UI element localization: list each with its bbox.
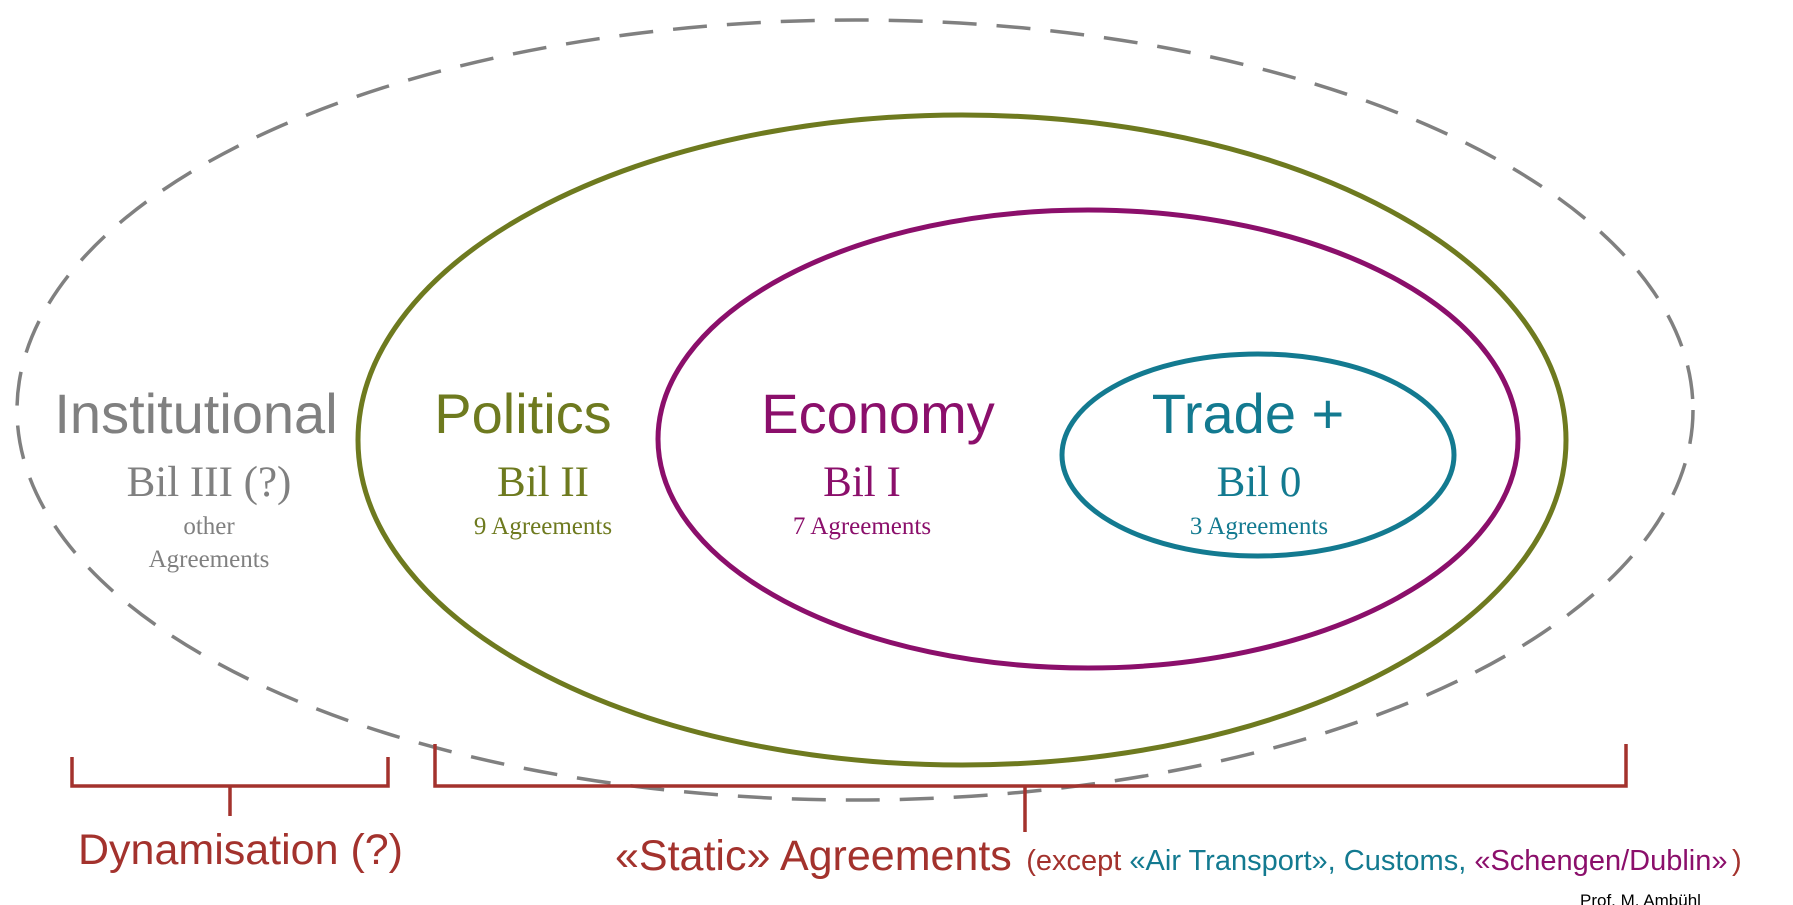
institutional-ellipse: [15, 18, 1695, 802]
dynamisation-label: Dynamisation (?): [78, 826, 403, 874]
except-schengen: «Schengen/Dublin»: [1474, 845, 1727, 877]
static-agreements-label: «Static» Agreements (except «Air Transpo…: [615, 832, 1742, 880]
except-air-customs: «Air Transport», Customs,: [1129, 845, 1474, 877]
trade-title: Trade +: [1152, 382, 1344, 445]
economy-title: Economy: [761, 382, 994, 445]
credit-text: Prof. M. Ambühl: [1580, 891, 1701, 905]
except-close: ): [1732, 845, 1742, 877]
static-label: «Static» Agreements: [615, 832, 1012, 880]
institutional-title: Institutional: [54, 382, 337, 445]
economy-ellipse: [655, 207, 1521, 671]
politics-title: Politics: [434, 382, 611, 445]
institutional-agreements-line2: Agreements: [149, 546, 270, 573]
institutional-agreements-line1: other: [183, 513, 235, 540]
institutional-bil: Bil III (?): [127, 459, 292, 506]
politics-ellipse: [355, 112, 1569, 768]
politics-agreements: 9 Agreements: [474, 513, 612, 540]
dynamisation-bracket: [70, 757, 390, 816]
politics-bil: Bil II: [497, 459, 589, 506]
trade-ellipse: [1059, 351, 1457, 559]
except-open: (except: [1026, 845, 1129, 877]
trade-agreements: 3 Agreements: [1190, 513, 1328, 540]
economy-bil: Bil I: [823, 459, 901, 506]
economy-agreements: 7 Agreements: [793, 513, 931, 540]
static-bracket: [433, 744, 1628, 832]
trade-bil: Bil 0: [1217, 459, 1302, 506]
